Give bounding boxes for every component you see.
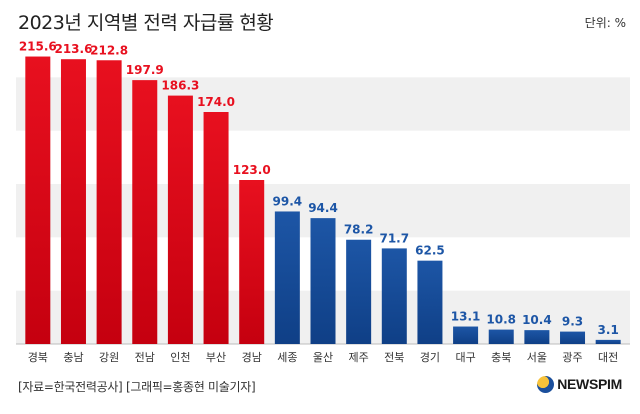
bar-2 — [60, 59, 86, 344]
bar-value-label: 213.6 — [54, 42, 92, 56]
x-tick-label: 경남 — [242, 351, 262, 364]
bar-value-label: 13.1 — [451, 310, 481, 324]
newspim-logo-icon — [537, 375, 555, 393]
bar-15 — [524, 330, 550, 344]
bar-6 — [203, 112, 229, 344]
bar-12 — [417, 260, 443, 344]
x-tick-label: 서울 — [527, 351, 547, 364]
bar-1 — [25, 56, 51, 345]
x-tick-label: 경기 — [420, 351, 440, 364]
bar-10 — [346, 239, 372, 344]
bar-value-label: 99.4 — [273, 194, 303, 208]
bar-value-label: 215.6 — [19, 40, 57, 54]
bar-value-label: 123.0 — [233, 163, 271, 177]
x-tick-label: 인천 — [170, 350, 190, 364]
bar-16 — [560, 331, 586, 344]
bar-11 — [381, 248, 407, 344]
x-tick-label: 전북 — [384, 351, 404, 364]
x-tick-label: 울산 — [313, 351, 333, 364]
chart-title: 2023년 지역별 전력 자급률 현황 — [18, 12, 274, 34]
bar-value-label: 94.4 — [308, 201, 338, 215]
x-tick-label: 충남 — [63, 351, 83, 364]
x-tick-label: 대전 — [598, 351, 618, 364]
bar-7 — [239, 180, 265, 344]
x-tick-label: 부산 — [206, 351, 226, 364]
bar-value-label: 10.8 — [486, 313, 516, 327]
bar-value-label: 62.5 — [415, 244, 445, 258]
unit-label: 단위: % — [584, 16, 626, 30]
bar-value-label: 78.2 — [344, 223, 374, 237]
bar-3 — [96, 60, 122, 345]
x-tick-label: 제주 — [349, 351, 369, 364]
bar-value-label: 212.8 — [90, 43, 128, 57]
bar-8 — [274, 211, 300, 344]
bar-value-label: 10.4 — [522, 313, 552, 327]
bar-value-label: 3.1 — [598, 323, 619, 337]
newspim-logo: NEWSPIM — [537, 374, 622, 394]
bar-value-label: 186.3 — [161, 79, 199, 93]
bar-value-label: 174.0 — [197, 95, 235, 109]
x-tick-label: 세종 — [277, 351, 297, 364]
x-tick-label: 충북 — [491, 351, 511, 364]
bar-value-label: 9.3 — [562, 315, 583, 329]
bar-14 — [488, 329, 514, 344]
source-credit: [자료=한국전력공사] [그래픽=홍종현 미술기자] — [18, 380, 256, 394]
bar-value-label: 197.9 — [126, 63, 164, 77]
x-tick-label: 경북 — [28, 351, 48, 364]
newspim-logo-text: NEWSPIM — [557, 376, 622, 392]
bar-value-label: 71.7 — [379, 231, 409, 245]
bar-13 — [453, 326, 479, 344]
x-tick-label: 광주 — [562, 351, 582, 364]
bar-5 — [167, 95, 193, 344]
x-tick-label: 대구 — [455, 351, 475, 364]
x-tick-label: 강원 — [99, 351, 119, 364]
x-tick-label: 전남 — [135, 351, 155, 364]
bar-4 — [132, 80, 158, 344]
bar-17 — [595, 339, 621, 344]
bar-9 — [310, 218, 336, 344]
